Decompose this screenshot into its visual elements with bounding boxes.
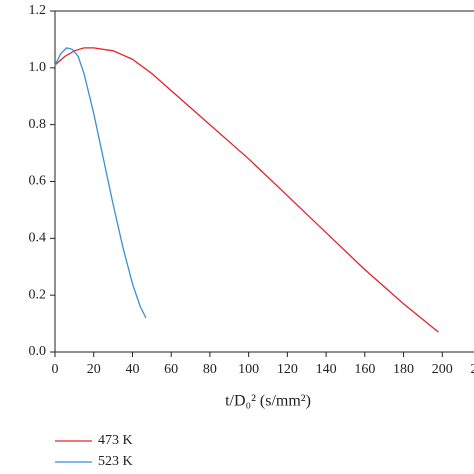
x-tick-label: 220 (471, 362, 474, 377)
x-tick-label: 0 (52, 362, 59, 377)
y-tick-label: 0.6 (29, 174, 47, 189)
legend-label: 473 K (98, 433, 133, 448)
line-series (54, 47, 147, 319)
line-series (54, 47, 439, 333)
x-tick-label: 80 (203, 362, 217, 377)
legend-label: 523 K (98, 454, 133, 469)
x-tick-label: 100 (238, 362, 259, 377)
x-tick-label: 20 (87, 362, 101, 377)
y-tick-label: 0.8 (29, 117, 47, 132)
y-tick-label: 0.2 (29, 287, 47, 302)
x-tick-label: 200 (432, 362, 453, 377)
x-tick-label: 180 (393, 362, 414, 377)
axes (54, 10, 474, 353)
x-tick-label: 120 (277, 362, 298, 377)
x-tick-label: 60 (164, 362, 178, 377)
x-tick-label: 140 (316, 362, 337, 377)
x-axis-label: t/D₀² (s/mm²) (225, 393, 311, 410)
y-tick-label: 0.0 (29, 344, 47, 359)
y-tick-label: 0.4 (29, 231, 47, 246)
x-tick-label: 40 (125, 362, 139, 377)
y-tick-label: 1.2 (29, 3, 47, 18)
y-tick-label: 1.0 (29, 60, 47, 75)
x-tick-label: 160 (354, 362, 375, 377)
